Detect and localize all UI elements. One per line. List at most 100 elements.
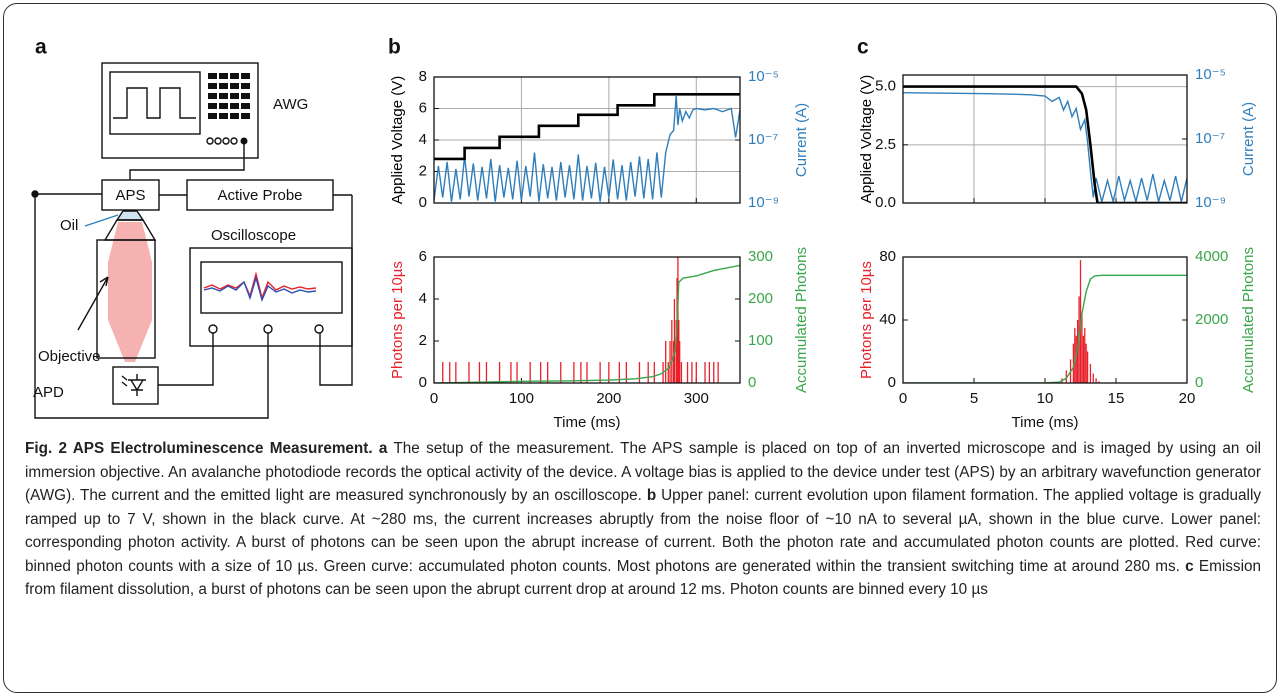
caption-text: a xyxy=(378,440,388,457)
y2-tick-label: 10⁻⁷ xyxy=(1195,130,1225,147)
y2-tick-label: 0 xyxy=(1195,374,1203,391)
apd-label: APD xyxy=(33,384,64,401)
plot-frame xyxy=(433,76,741,204)
awg-label: AWG xyxy=(273,96,308,113)
x-tick-label: 300 xyxy=(684,390,709,407)
charts: 0 2 4 6 8 10⁻⁹ 10⁻⁷ 10⁻⁵ b Applied Voltage (V) Cur… xyxy=(388,36,1257,431)
y-tick-label: 8 xyxy=(419,68,427,85)
apd-symbol xyxy=(121,374,146,396)
oil-drop xyxy=(115,210,145,221)
y2-tick-label: 200 xyxy=(748,290,773,307)
data-line xyxy=(434,264,740,383)
aps-label: APS xyxy=(115,187,145,204)
y2-tick-label: 10⁻⁹ xyxy=(1195,194,1226,211)
x-tick-label: 20 xyxy=(1179,390,1196,407)
y-tick-label: 2 xyxy=(419,332,427,349)
x-tick-label: 0 xyxy=(430,390,438,407)
y2-tick-label: 10⁻⁷ xyxy=(748,131,778,148)
y-tick-label: 4 xyxy=(419,131,427,148)
apd-box xyxy=(112,366,159,405)
plot-frame xyxy=(902,256,1188,384)
y2-axis-label: Accumulated Photons xyxy=(793,247,810,393)
panel-label: b xyxy=(388,36,401,59)
scope-port xyxy=(263,324,273,334)
y-tick-label: 2 xyxy=(419,162,427,179)
caption-text: c xyxy=(1185,557,1194,575)
junction xyxy=(31,190,39,198)
y2-axis-label: Current (A) xyxy=(1240,102,1257,176)
y-tick-label: 0.0 xyxy=(875,194,896,211)
y-tick-label: 6 xyxy=(419,99,427,116)
y-axis-label: Applied Voltage (V) xyxy=(389,76,406,204)
x-tick-label: 5 xyxy=(970,390,978,407)
x-tick-label: 15 xyxy=(1108,390,1125,407)
wire xyxy=(158,333,214,386)
x-tick-label: 10 xyxy=(1037,390,1054,407)
y-tick-label: 0 xyxy=(419,374,427,391)
oscilloscope-box xyxy=(189,247,353,347)
oil-arrow xyxy=(84,214,119,227)
data-line xyxy=(903,85,1187,203)
wire xyxy=(34,193,269,419)
y-tick-label: 40 xyxy=(879,311,896,328)
y2-tick-label: 100 xyxy=(748,332,773,349)
data-line xyxy=(903,274,1187,383)
objective-arrow xyxy=(77,276,109,331)
caption-text: Upper panel: current evolution upon fila… xyxy=(25,487,1261,575)
wire xyxy=(129,141,245,180)
awg-port xyxy=(214,137,222,145)
y2-tick-label: 10⁻⁹ xyxy=(748,194,779,211)
y2-tick-label: 300 xyxy=(748,248,773,265)
awg-buttons xyxy=(208,73,250,145)
x-axis-label: Time (ms) xyxy=(1012,414,1079,431)
oscilloscope-screen xyxy=(200,261,343,314)
y-tick-label: 4 xyxy=(419,290,427,307)
figure-border xyxy=(3,3,1277,693)
oil-label: Oil xyxy=(60,217,78,234)
y2-tick-label: 0 xyxy=(748,374,756,391)
y2-tick-label: 10⁻⁵ xyxy=(748,68,779,85)
data-line xyxy=(434,93,740,161)
y2-tick-label: 2000 xyxy=(1195,311,1228,328)
x-tick-label: 100 xyxy=(509,390,534,407)
y2-axis-label: Current (A) xyxy=(793,103,810,177)
y-axis-label: Photons per 10µs xyxy=(389,261,406,379)
y-tick-label: 80 xyxy=(879,248,896,265)
setup-diagram: a AWG APS Active Probe Oil Objective APD… xyxy=(31,36,353,419)
figure-graphics: a AWG APS Active Probe Oil Objective APD… xyxy=(31,36,1257,431)
awg-box xyxy=(101,62,259,159)
awg-port xyxy=(206,137,214,145)
x-tick-label: 0 xyxy=(899,390,907,407)
y-tick-label: 0 xyxy=(888,374,896,391)
data-line xyxy=(434,95,740,202)
y2-axis-label: Accumulated Photons xyxy=(1240,247,1257,393)
plot-frame xyxy=(433,256,741,384)
y-axis-label: Photons per 10µs xyxy=(858,261,875,379)
y-tick-label: 5.0 xyxy=(875,78,896,95)
plot-frame xyxy=(902,74,1188,204)
square-wave xyxy=(113,87,196,119)
objective-label: Objective xyxy=(38,348,101,365)
caption-text: Fig. 2 APS Electroluminescence Measureme… xyxy=(25,440,373,457)
light-beam xyxy=(108,222,152,362)
y-tick-label: 0 xyxy=(419,194,427,211)
scope-trace xyxy=(203,275,317,303)
scope-port xyxy=(314,324,324,334)
y-axis-label: Applied Voltage (V) xyxy=(858,75,875,203)
awg-port xyxy=(230,137,238,145)
panel-label: c xyxy=(857,36,869,59)
caption-text: b xyxy=(646,487,657,504)
scope-port xyxy=(208,324,218,334)
oscilloscope-label: Oscilloscope xyxy=(211,227,296,244)
y-tick-label: 2.5 xyxy=(875,136,896,153)
caption: Fig. 2 APS Electroluminescence Measureme… xyxy=(25,437,1261,602)
x-tick-label: 200 xyxy=(596,390,621,407)
y2-tick-label: 4000 xyxy=(1195,248,1228,265)
caption-text: The setup of the measurement. The APS sa… xyxy=(25,440,1262,504)
y2-tick-label: 10⁻⁵ xyxy=(1195,66,1226,83)
objective-body xyxy=(96,239,156,359)
awg-screen xyxy=(109,71,201,135)
panel-label: a xyxy=(35,36,47,59)
y-tick-label: 6 xyxy=(419,248,427,265)
